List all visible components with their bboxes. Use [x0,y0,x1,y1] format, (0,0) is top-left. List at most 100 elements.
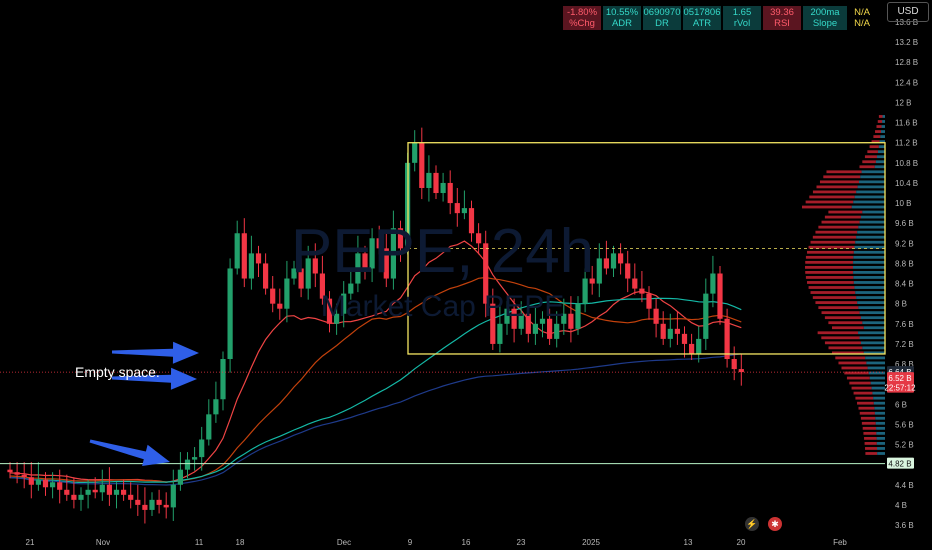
candle-body [639,288,645,294]
candle-body [738,369,744,373]
y-tick-label: 4 B [895,501,907,510]
x-tick-label: 23 [517,538,526,547]
candle-body [298,268,304,289]
candle-body [476,233,482,244]
arrow-annotation [112,341,199,364]
x-tick-label: Dec [337,538,351,547]
profile-bar-sell [812,235,857,239]
x-tick-label: 16 [462,538,471,547]
profile-bar-sell [828,321,863,325]
candle-body [419,142,425,188]
profile-bar-sell [859,165,875,169]
candle-body [582,278,588,304]
profile-bar-sell [821,311,860,315]
y-tick-label: 10 B [895,199,911,208]
candle-body [50,482,56,488]
candle-body [547,318,553,339]
candle-body [220,359,226,400]
profile-bar-buy [854,286,885,289]
candle-body [156,499,162,505]
y-axis: 3.6 B4 B4.4 B4.8 B5.2 B5.6 B6 B6.4 B6.8 … [884,18,918,530]
price-label-box [887,381,914,393]
profile-bar-sell [857,401,874,405]
profile-bar-sell [808,286,855,289]
candle-body [312,258,318,274]
profile-bar-sell [838,361,867,365]
candle-body [85,489,91,495]
profile-bar-sell [849,381,871,385]
profile-bar-buy [873,401,885,405]
profile-bar-sell [815,301,858,304]
candle-body [532,323,538,334]
candle-body [71,494,77,500]
profile-bar-buy [881,125,885,128]
profile-bar-buy [858,180,885,184]
candle-body [284,278,290,309]
profile-bar-buy [855,240,885,244]
candle-body [177,469,183,485]
profile-bar-buy [853,250,885,254]
profile-bar-sell [828,346,863,350]
candle-body [128,494,134,500]
profile-bar-buy [874,406,885,410]
profile-bar-sell [815,230,858,234]
y-tick-label: 13.2 B [895,38,918,47]
candle-body [326,298,333,324]
candle-body [568,313,574,329]
profile-bar-sell [878,115,883,118]
profile-bar-buy [861,170,885,174]
lightning-icon[interactable]: ⚡ [745,517,759,531]
profile-bar-buy [877,447,885,450]
x-tick-label: 21 [26,538,35,547]
candle-body [248,253,254,279]
candle-body [490,303,496,344]
stat-dr: 0690970 DR [643,6,681,30]
profile-bar-sell [818,225,859,229]
y-tick-label: 8.8 B [895,259,914,268]
candle-body [113,489,120,495]
candle-body [483,243,489,304]
candle-body [206,414,212,440]
candle-body [468,208,475,234]
candle-body [610,253,617,269]
profile-bar-sell [835,356,866,360]
profile-bar-buy [853,260,885,264]
profile-bar-sell [871,140,880,144]
profile-bar-buy [866,361,885,365]
profile-bar-sell [876,125,882,128]
currency-button[interactable]: USD [887,2,929,22]
candle-body [57,482,63,490]
profile-bar-buy [853,271,885,274]
candle-body [376,238,382,249]
candle-body [78,494,84,500]
profile-bar-buy [868,371,885,375]
candle-body [646,293,652,309]
moving-average-lines [9,240,742,486]
profile-bar-buy [879,140,885,144]
candle-body [14,472,20,475]
price-label-text: 4.82 B [888,460,911,469]
profile-bar-sell [875,130,882,133]
candle-body [426,172,432,188]
profile-bar-sell [831,351,864,355]
profile-bar-buy [854,195,885,199]
profile-bar-buy [876,426,885,430]
candle-body [21,474,27,478]
profile-bar-sell [805,271,854,274]
candle-body [703,293,709,339]
profile-bar-sell [808,245,855,249]
profile-bar-buy [874,165,885,169]
candle-body [35,479,41,485]
profile-bar-sell [805,265,853,269]
candle-body [42,479,49,488]
y-tick-label: 3.6 B [895,521,914,530]
candle-body [461,208,467,214]
profile-bar-buy [880,135,885,138]
profile-bar-sell [805,260,854,264]
candle-body [454,203,460,214]
profile-bar-sell [862,160,876,164]
us-flag-icon[interactable]: ✱ [768,517,782,531]
profile-bar-buy [857,230,885,234]
candle-body [497,323,503,344]
